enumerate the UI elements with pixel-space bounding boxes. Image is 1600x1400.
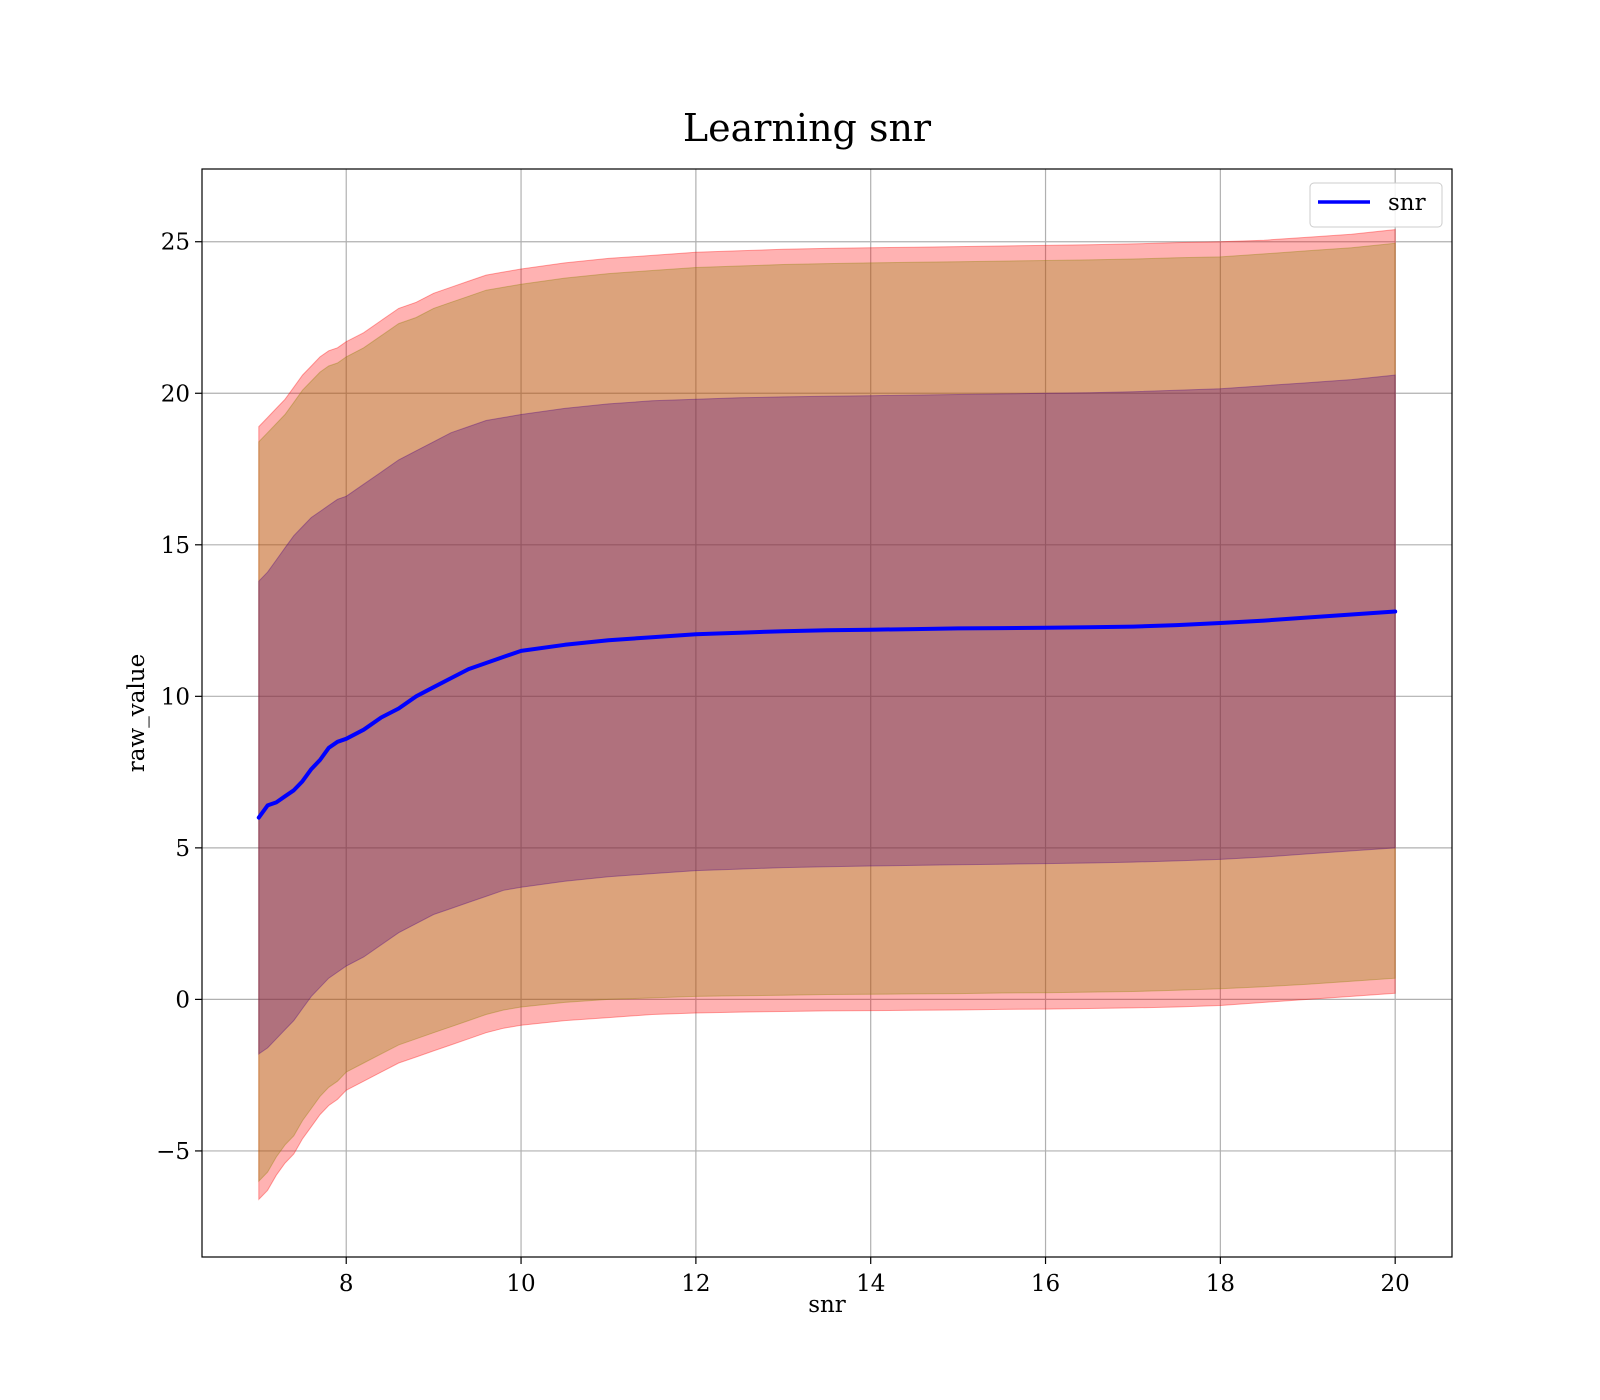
series-lines — [256, 609, 1398, 820]
x-tick-label: 8 — [339, 1271, 354, 1297]
confidence-bands — [258, 229, 1396, 1201]
y-tick-label: 10 — [161, 684, 190, 710]
plot-frame — [201, 168, 1453, 1258]
x-tick-label: 14 — [856, 1271, 885, 1297]
x-tick-label: 10 — [506, 1271, 535, 1297]
y-axis-label: raw_value — [124, 654, 150, 772]
x-tick-label: 16 — [1031, 1271, 1060, 1297]
x-axis-ticks: 8 10 12 14 16 18 20 — [339, 1257, 1410, 1297]
legend: snr — [1309, 182, 1443, 228]
legend-box — [1309, 182, 1443, 228]
band-0 — [258, 229, 1396, 1201]
y-axis-ticks: −5 0 5 10 15 20 25 — [156, 230, 202, 1165]
y-tick-label: −5 — [156, 1139, 190, 1165]
y-tick-label: 20 — [161, 381, 190, 407]
x-axis-label: snr — [808, 1292, 846, 1318]
band-1 — [258, 242, 1396, 1183]
y-tick-label: 15 — [161, 533, 190, 559]
x-tick-label: 20 — [1381, 1271, 1410, 1297]
y-tick-label: 25 — [161, 230, 190, 256]
band-2 — [258, 374, 1396, 1055]
y-tick-label: 0 — [175, 987, 190, 1013]
x-tick-label: 18 — [1206, 1271, 1235, 1297]
x-tick-label: 12 — [681, 1271, 710, 1297]
chart-title: Learning snr — [683, 106, 932, 150]
grid — [202, 169, 1452, 1257]
legend-label-snr: snr — [1388, 190, 1426, 216]
y-tick-label: 5 — [175, 836, 190, 862]
series-line-snr — [256, 609, 1398, 820]
